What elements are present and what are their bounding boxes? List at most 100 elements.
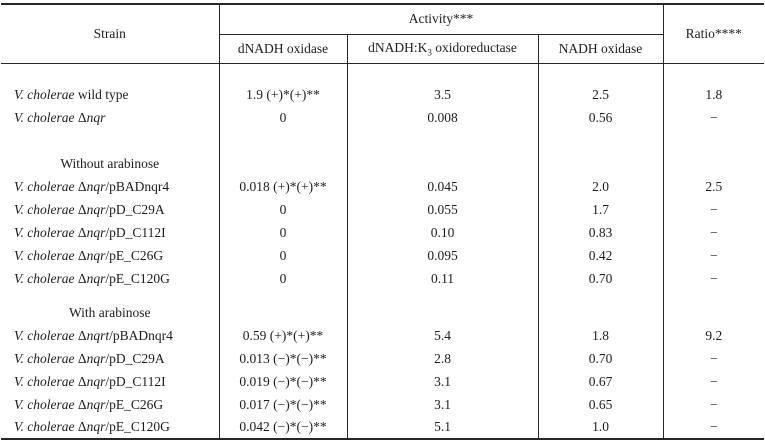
value-cell: 0.70 [538,347,664,370]
strain-name-plain: Δ [77,270,87,286]
section-label: With arabinose [1,301,220,324]
strain-name-plain: Δ [77,247,87,263]
value-cell: 0.11 [347,267,539,290]
table-row: V. cholerae Δnqr/pD_C29A 0 0.055 1.7− [1,198,764,221]
strain-name-plain: Δ [77,109,87,125]
value-cell: 0.65 [538,393,664,416]
strain-name-plain: /pD_C29A [105,201,165,217]
empty-cell [663,152,764,175]
value-cell: 3.1 [347,370,539,393]
value-cell: − [709,350,718,366]
value-cell: 2.0 [538,175,664,198]
strain-cell: V. cholerae wild type [1,83,220,106]
value-cell: 0.56 [538,106,664,129]
empty-cell [538,152,664,175]
value-cell: 0.008 [347,106,539,129]
value-cell: 0.019 (−)*(−)** [219,370,348,393]
spacer-row [1,63,764,83]
empty-cell [663,63,764,83]
value-cell: 0 [219,106,348,129]
strain-cell: V. cholerae Δnqr/pE_C26G [1,393,220,416]
value-cell: 0.055 [347,198,539,221]
activity-table: Strain Activity*** Ratio**** dNADH oxida… [1,3,765,440]
header-row-sub: dNADH oxidase dNADH:K3 oxidoreductase NA… [1,34,764,64]
value-cell: 5.1 [347,416,539,439]
value-cell: 0.59 (+)*(+)** [219,324,348,347]
header-text: dNADH:K [368,39,428,55]
strain-name-italic: V. cholerae [14,396,78,412]
value-cell: − [709,224,718,240]
value-cell: 1.8 [538,324,664,347]
table-row: V. cholerae Δnqrt/pBADnqr4 0.59 (+)*(+)**… [1,324,764,347]
empty-cell [347,290,539,301]
value-cell: 0 [219,267,348,290]
strain-name-plain: /pE_C120G [105,419,170,434]
strain-cell: V. cholerae Δnqr/pE_C120G [1,267,220,290]
strain-name-plain: /pBADnqr4 [105,178,170,194]
value-cell: 9.2 [705,327,723,343]
column-header-nadh-oxidase: NADH oxidase [538,34,664,64]
strain-name-plain: Δ [77,201,87,217]
table-row: V. cholerae wild type 1.9 (+)*(+)** 3.5 2.5… [1,83,764,106]
strain-name-italic: nqr [86,270,106,286]
value-cell: − [709,247,718,263]
strain-name-plain: /pE_C120G [105,270,170,286]
strain-name-italic: V. cholerae [14,373,78,389]
strain-cell: V. cholerae Δnqr/pD_C112I [1,370,220,393]
value-cell: 0 [219,198,348,221]
empty-cell [1,129,220,152]
column-header-dnadh-oxidase: dNADH oxidase [219,34,347,64]
value-cell: 3.5 [347,83,539,106]
column-header-activity: Activity*** [219,4,664,35]
empty-cell [1,63,220,83]
table-body: V. cholerae wild type 1.9 (+)*(+)** 3.5 2.5… [1,63,764,439]
strain-cell: V. cholerae Δnqrt/pBADnqr4 [1,324,220,347]
strain-name-italic: nqr [86,419,106,434]
strain-name-italic: V. cholerae [14,247,78,263]
section-label: Without arabinose [1,152,220,175]
strain-name-plain: /pE_C26G [105,396,164,412]
strain-name-plain: /pD_C29A [105,350,165,366]
strain-name-plain: Δ [77,224,87,240]
empty-cell [538,129,664,152]
empty-cell [219,63,348,83]
empty-cell [347,301,539,324]
empty-cell [663,129,764,152]
subscript-3: 3 [427,47,432,58]
strain-name-italic: nqr [86,247,106,263]
empty-cell [1,290,220,301]
value-cell: − [709,201,718,217]
strain-name-italic: nqr [86,350,106,366]
table-row: V. cholerae Δnqr/pD_C112I 0.019 (−)*(−)**… [1,370,764,393]
empty-cell [219,129,348,152]
value-cell: 0 [219,221,348,244]
strain-name-plain: Δ [77,396,87,412]
section-row: With arabinose [1,301,764,324]
empty-cell [219,152,348,175]
strain-name-italic: V. cholerae [14,86,75,102]
strain-name-plain: Δ [77,178,87,194]
strain-cell: V. cholerae Δnqr [1,106,220,129]
value-cell: 1.8 [705,86,723,102]
empty-cell [538,301,664,324]
table-header: Strain Activity*** Ratio**** dNADH oxida… [1,4,765,64]
strain-name-plain: /pD_C112I [105,373,166,389]
strain-name-italic: nqr [86,224,106,240]
value-cell: 5.4 [347,324,539,347]
strain-name-italic: nqr [86,201,106,217]
strain-name-plain: Δ [77,419,87,434]
table-row: V. cholerae Δnqr/pE_C26G 0 0.095 0.42− [1,244,764,267]
strain-cell: V. cholerae Δnqr/pBADnqr4 [1,175,220,198]
table-row: V. cholerae Δnqr 0 0.008 0.56− [1,106,764,129]
strain-name-plain: Δ [77,373,87,389]
value-cell: 2.5 [705,178,723,194]
value-cell: 0.013 (−)*(−)** [219,347,348,370]
empty-cell [347,63,539,83]
strain-name-plain: Δ [77,327,87,343]
strain-cell: V. cholerae Δnqr/pE_C26G [1,244,220,267]
strain-name-plain: wild type [74,86,129,102]
table-row: V. cholerae Δnqr/pE_C120G 0 0.11 0.70− [1,267,764,290]
header-text: oxidoreductase [431,39,517,55]
strain-name-plain: /pE_C26G [105,247,164,263]
